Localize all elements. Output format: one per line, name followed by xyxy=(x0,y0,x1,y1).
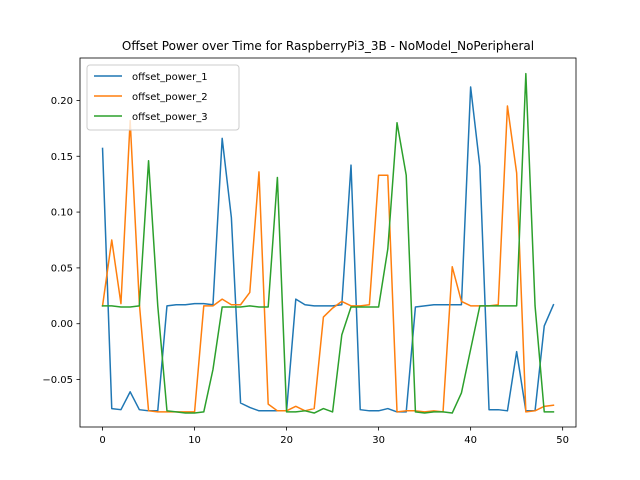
y-tick-label: 0.05 xyxy=(51,263,73,274)
y-tick-label: −0.05 xyxy=(42,375,73,386)
legend-label-offset_power_3: offset_power_3 xyxy=(132,112,208,123)
y-tick-label: 0.00 xyxy=(51,319,73,330)
legend-label-offset_power_1: offset_power_1 xyxy=(132,72,208,83)
y-tick-label: 0.10 xyxy=(51,208,73,219)
x-tick-label: 50 xyxy=(556,435,569,446)
series-line-offset_power_1 xyxy=(101,86,555,413)
x-tick-label: 30 xyxy=(372,435,385,446)
legend-box xyxy=(86,64,240,131)
x-tick-label: 40 xyxy=(464,435,477,446)
plot-area: 0 10 20 30 40 50 −0.05 0.00 0.05 0.10 0.15 0.20 offs… xyxy=(42,57,577,446)
y-tick-label: 0.20 xyxy=(51,96,73,107)
legend: offset_power_1 offset_power_2 offset_power… xyxy=(86,64,240,131)
legend-label-offset_power_2: offset_power_2 xyxy=(132,92,208,103)
y-tick-label: 0.15 xyxy=(51,152,73,163)
x-tick-label: 20 xyxy=(280,435,293,446)
chart-title: Offset Power over Time for RaspberryPi3_… xyxy=(122,39,534,53)
x-tick-label: 0 xyxy=(99,435,105,446)
x-tick-label: 10 xyxy=(188,435,201,446)
series-line-offset_power_3 xyxy=(101,72,555,414)
axes-frame xyxy=(79,57,577,428)
